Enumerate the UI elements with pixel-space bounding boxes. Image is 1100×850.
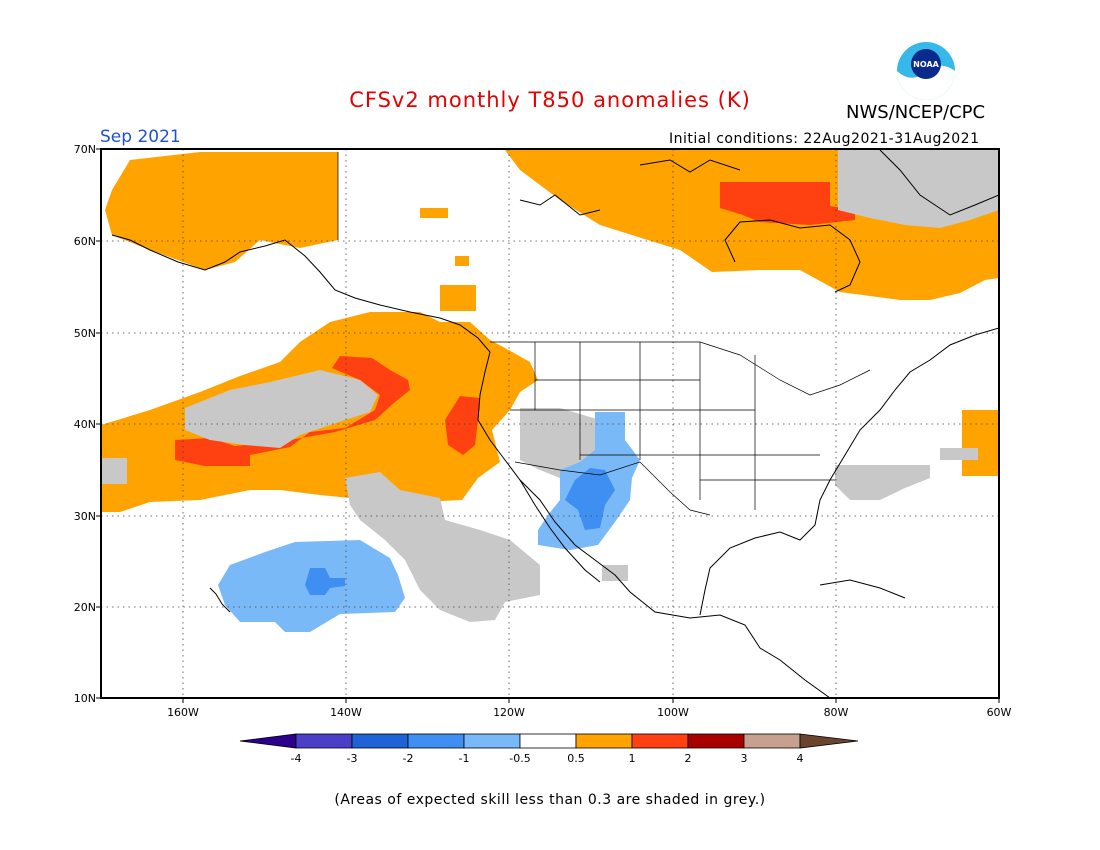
warm-anomaly-patch xyxy=(455,256,469,266)
warm-anomaly-patch xyxy=(655,208,669,218)
colorbar-swatch xyxy=(575,733,633,749)
arctic-islands-2 xyxy=(639,159,741,173)
hot-anomaly-hudson xyxy=(720,182,855,225)
lon-label-120w: 120W xyxy=(493,706,525,719)
colorbar-swatch xyxy=(351,733,409,749)
low-skill-east xyxy=(940,448,978,460)
colorbar-swatch xyxy=(295,733,353,749)
colorbar-label: 1 xyxy=(628,752,636,765)
colorbar-swatch xyxy=(407,733,465,749)
lon-label-140w: 140W xyxy=(330,706,362,719)
cold-anomaly-southwest xyxy=(565,468,615,530)
low-skill-atlantic xyxy=(835,465,930,500)
svg-text:NOAA: NOAA xyxy=(913,60,939,69)
colorbar-label: 3 xyxy=(740,752,748,765)
forecast-month: Sep 2021 xyxy=(100,127,181,147)
lat-label-40n: 40N xyxy=(73,418,96,431)
low-skill-north-atlantic xyxy=(838,150,999,228)
graticule xyxy=(101,149,999,698)
lon-label-100w: 100W xyxy=(657,706,689,719)
colorbar-label: -3 xyxy=(346,752,358,765)
alaska-coast xyxy=(111,234,831,698)
tick-marks xyxy=(96,148,1000,703)
warm-anomaly-canada-inlet xyxy=(440,285,476,311)
borders xyxy=(337,152,871,516)
low-skill-subtropical xyxy=(345,472,540,622)
lat-label-20n: 20N xyxy=(73,601,96,614)
lat-label-30n: 30N xyxy=(73,510,96,523)
warm-anomaly-alaska xyxy=(105,152,338,270)
low-skill-mexico xyxy=(602,565,628,581)
low-skill-west xyxy=(101,458,127,484)
hudson-bay xyxy=(724,219,861,293)
colorbar-swatch xyxy=(687,733,745,749)
colorbar-max-arrow xyxy=(799,733,859,749)
colorbar-swatch xyxy=(519,733,577,749)
warm-anomaly-patch xyxy=(420,208,448,218)
colorbar-label: 0.5 xyxy=(567,752,585,765)
colorbar-label: -2 xyxy=(402,752,414,765)
initial-conditions: Initial conditions: 22Aug2021-31Aug2021 xyxy=(669,131,980,147)
hot-anomaly-california xyxy=(445,396,480,455)
lat-label-50n: 50N xyxy=(73,327,96,340)
baja xyxy=(519,479,601,583)
colorbar-label: -1 xyxy=(458,752,470,765)
lat-label-10n: 10N xyxy=(73,692,96,705)
colorbar-label: -0.5 xyxy=(509,752,531,765)
colorbar-swatch xyxy=(463,733,521,749)
hot-anomaly-pacific xyxy=(175,356,410,466)
colorbar-swatch xyxy=(631,733,689,749)
colorbar-label: 2 xyxy=(684,752,692,765)
chart-title: CFSv2 monthly T850 anomalies (K) xyxy=(349,88,751,112)
colorbar-label: -4 xyxy=(290,752,302,765)
lat-label-70n: 70N xyxy=(73,143,96,156)
low-skill-pacific xyxy=(185,370,378,448)
greenland-coast xyxy=(879,149,999,216)
colorbar-swatch xyxy=(743,733,801,749)
lon-label-60w: 60W xyxy=(986,706,1012,719)
lon-label-160w: 160W xyxy=(167,706,199,719)
anomaly-shading xyxy=(101,150,999,632)
lat-label-60n: 60N xyxy=(73,235,96,248)
colorbar-min-arrow xyxy=(239,733,297,749)
colorbar xyxy=(239,733,859,749)
hawaii-islands xyxy=(209,587,231,613)
cuba xyxy=(819,579,906,599)
us-mexico-border xyxy=(514,461,711,516)
lon-label-80w: 80W xyxy=(823,706,849,719)
cold-anomaly-hawaii xyxy=(305,568,345,595)
warm-anomaly-east-atlantic xyxy=(962,410,999,476)
us-canada-border xyxy=(490,341,871,396)
skill-footnote: (Areas of expected skill less than 0.3 a… xyxy=(334,792,766,808)
noaa-logo: NOAA xyxy=(895,40,957,106)
organization-label: NWS/NCEP/CPC xyxy=(846,102,986,123)
colorbar-label: 4 xyxy=(796,752,804,765)
arctic-islands xyxy=(519,194,601,216)
